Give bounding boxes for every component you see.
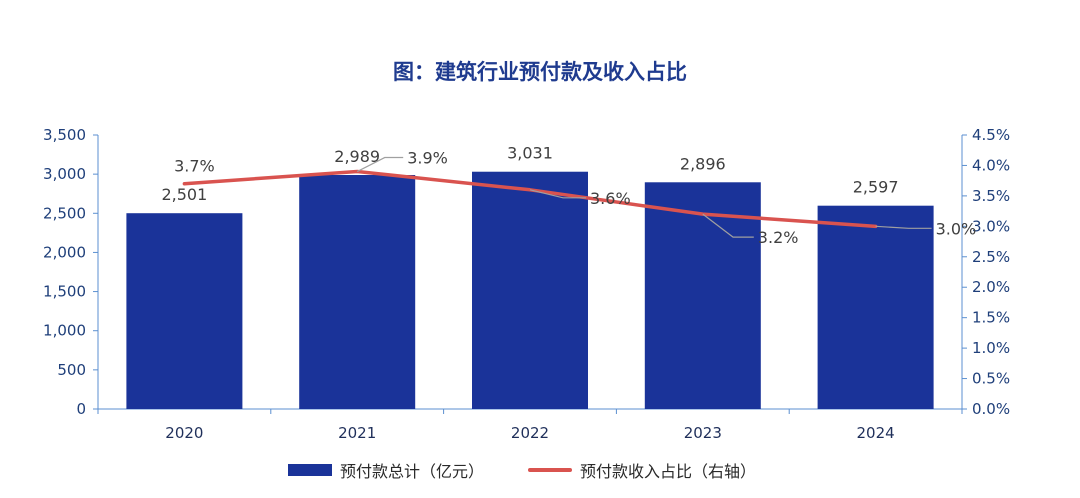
y-right-tick-label: 1.0%	[972, 339, 1010, 357]
bar-data-label: 2,896	[680, 154, 726, 173]
line-data-label: 3.2%	[758, 228, 799, 247]
line-label-leader	[529, 189, 586, 199]
x-tick-label: 2024	[857, 424, 895, 442]
y-left-tick-label: 500	[57, 361, 86, 379]
y-left-tick-label: 1,500	[43, 283, 86, 301]
bar	[126, 213, 243, 409]
bar-data-label: 2,501	[161, 185, 207, 204]
y-right-tick-label: 2.0%	[972, 278, 1010, 296]
bar-data-label: 2,597	[853, 178, 899, 197]
x-tick-label: 2020	[165, 424, 203, 442]
line-data-label: 3.0%	[936, 219, 977, 238]
legend-swatch-bar	[288, 464, 332, 476]
y-right-tick-label: 0.0%	[972, 400, 1010, 418]
legend-item-line: 预付款收入占比（右轴）	[528, 458, 756, 482]
legend-item-bar: 预付款总计（亿元）	[288, 458, 484, 482]
legend-swatch-line	[528, 468, 572, 472]
x-tick-label: 2023	[684, 424, 722, 442]
y-left-tick-label: 3,500	[43, 126, 86, 144]
bar-data-label: 2,989	[334, 147, 380, 166]
line-label-leader	[702, 213, 754, 238]
x-tick-label: 2021	[338, 424, 376, 442]
line-data-label: 3.6%	[590, 189, 631, 208]
y-right-tick-label: 1.5%	[972, 309, 1010, 327]
y-left-tick-label: 0	[76, 400, 86, 418]
x-tick-label: 2022	[511, 424, 549, 442]
y-right-tick-label: 4.0%	[972, 156, 1010, 174]
legend-label-bar: 预付款总计（亿元）	[340, 462, 485, 481]
bar	[817, 205, 934, 409]
chart-title: 图：建筑行业预付款及收入占比	[393, 60, 687, 84]
bar-data-label: 3,031	[507, 144, 553, 163]
y-right-tick-label: 0.5%	[972, 370, 1010, 388]
line-label-leader	[875, 225, 932, 229]
y-left-tick-label: 1,000	[43, 322, 86, 340]
line-label-leader	[356, 156, 404, 173]
bar	[299, 175, 416, 409]
legend-label-line: 预付款收入占比（右轴）	[580, 462, 757, 481]
y-left-tick-label: 3,000	[43, 165, 86, 183]
y-right-tick-label: 4.5%	[972, 126, 1010, 144]
y-left-tick-label: 2,000	[43, 243, 86, 261]
y-left-tick-label: 2,500	[43, 204, 86, 222]
bar	[472, 171, 588, 409]
y-right-tick-label: 3.5%	[972, 187, 1010, 205]
y-right-tick-label: 3.0%	[972, 217, 1010, 235]
line-data-label: 3.7%	[174, 157, 215, 176]
bar	[644, 182, 761, 409]
y-right-tick-label: 2.5%	[972, 248, 1010, 266]
line-data-label: 3.9%	[407, 149, 448, 168]
